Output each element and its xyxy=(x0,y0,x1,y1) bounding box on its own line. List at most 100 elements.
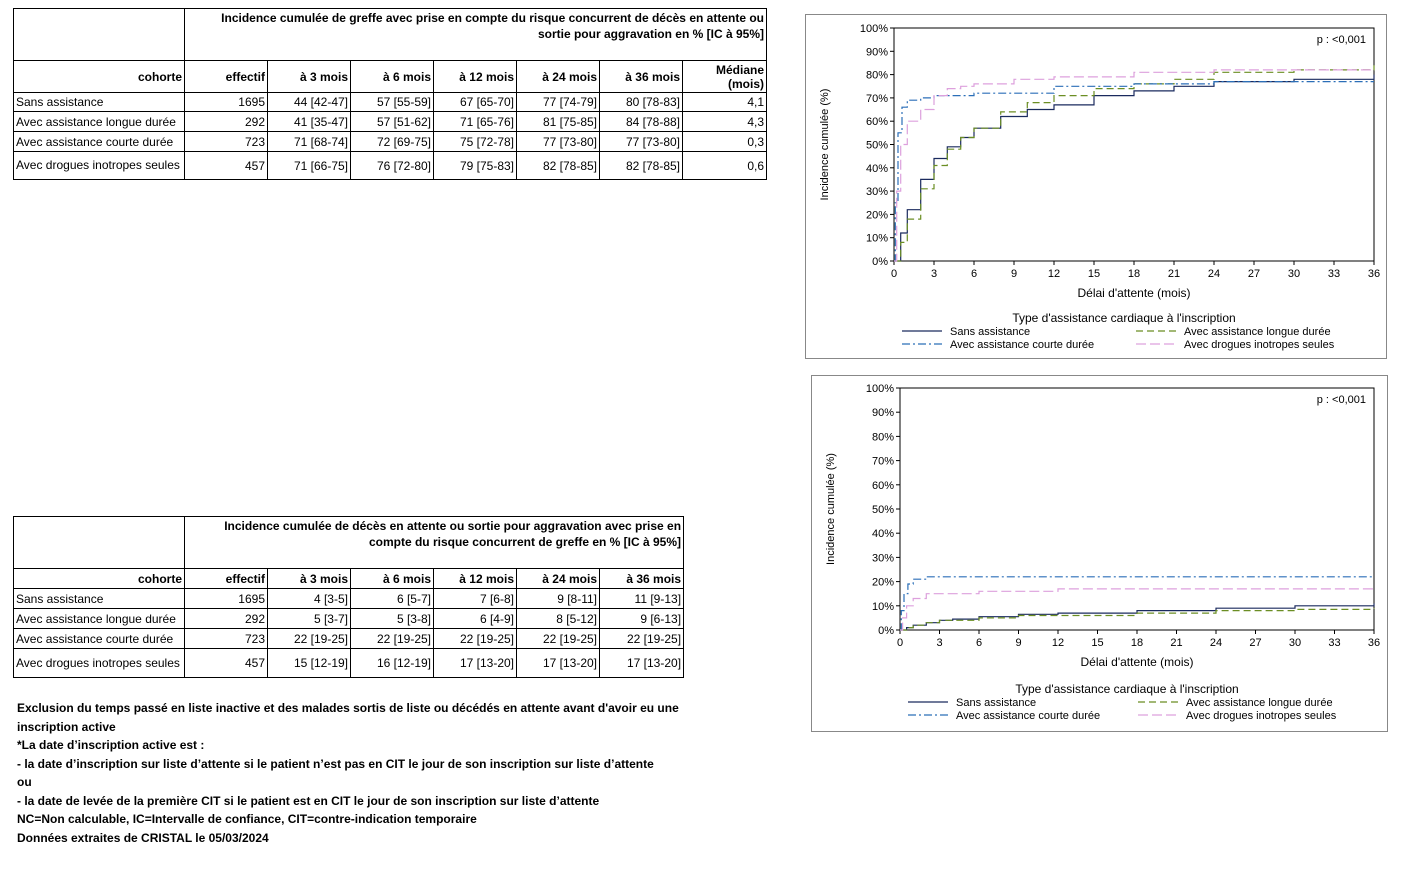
footnote-line: NC=Non calculable, IC=Intervalle de conf… xyxy=(17,812,477,826)
graft-incidence-table: Incidence cumulée de greffe avec prise e… xyxy=(13,8,767,180)
col-header: à 6 mois xyxy=(350,60,434,93)
row-label: Avec assistance longue durée xyxy=(13,608,185,629)
y-tick-label: 80% xyxy=(866,70,888,82)
cell: 4 [3-5] xyxy=(267,588,351,609)
cell: 457 xyxy=(184,151,268,180)
y-tick-label: 60% xyxy=(866,116,888,128)
table-corner-cell xyxy=(13,8,185,61)
col-header: Médiane (mois) xyxy=(682,60,767,93)
chart-svg: 0%10%20%30%40%50%60%70%80%90%100%0 3 6 9 12 1… xyxy=(825,383,1380,722)
cell: 41 [35-47] xyxy=(267,111,351,132)
series-line xyxy=(894,69,1374,262)
x-tick-label: 6 xyxy=(976,637,982,649)
cell: 76 [72-80] xyxy=(350,151,434,180)
y-tick-label: 90% xyxy=(872,407,894,419)
y-tick-label: 70% xyxy=(872,456,894,468)
x-tick-label: 21 xyxy=(1168,268,1180,280)
col-header: effectif xyxy=(184,568,268,589)
row-label: Avec assistance longue durée xyxy=(13,111,185,132)
cell: 17 [13-20] xyxy=(516,648,600,678)
cell: 9 [6-13] xyxy=(598,608,685,629)
series-line xyxy=(900,588,1374,631)
cell: 57 [55-59] xyxy=(350,92,434,112)
x-tick-label: 27 xyxy=(1249,637,1261,649)
y-tick-label: 100% xyxy=(866,383,894,395)
cell: 44 [42-47] xyxy=(267,92,351,112)
y-tick-label: 30% xyxy=(872,552,894,564)
cell: 4,3 xyxy=(682,111,767,132)
row-label: Avec assistance courte durée xyxy=(13,131,185,152)
cell: 6 [4-9] xyxy=(433,608,517,629)
cell: 79 [75-83] xyxy=(433,151,517,180)
cell: 11 [9-13] xyxy=(598,588,685,609)
legend-title: Type d'assistance cardiaque à l'inscript… xyxy=(1015,682,1238,696)
x-tick-label: 6 xyxy=(971,268,977,280)
y-tick-label: 90% xyxy=(866,46,888,58)
x-tick-label: 27 xyxy=(1248,268,1260,280)
cell: 16 [12-19] xyxy=(350,648,434,678)
cell: 8 [5-12] xyxy=(516,608,600,629)
cell: 77 [73-80] xyxy=(599,131,683,152)
table-row: Avec drogues inotropes seules 457 15 [12… xyxy=(13,648,685,678)
cell: 5 [3-7] xyxy=(267,608,351,629)
x-tick-label: 9 xyxy=(1015,637,1021,649)
x-tick-label: 30 xyxy=(1289,637,1301,649)
table-row: Avec assistance courte durée 723 22 [19-… xyxy=(13,628,685,649)
y-tick-label: 20% xyxy=(872,577,894,589)
cell: 1695 xyxy=(184,92,268,112)
legend-label: Avec assistance courte durée xyxy=(950,339,1094,351)
col-header: cohorte xyxy=(13,60,185,93)
y-tick-label: 60% xyxy=(872,480,894,492)
cell: 292 xyxy=(184,111,268,132)
cell: 17 [13-20] xyxy=(598,648,685,678)
x-tick-label: 9 xyxy=(1011,268,1017,280)
cell: 22 [19-25] xyxy=(267,628,351,649)
x-tick-label: 3 xyxy=(931,268,937,280)
cell: 4,1 xyxy=(682,92,767,112)
cell: 723 xyxy=(184,628,268,649)
cell: 77 [73-80] xyxy=(516,131,600,152)
cell: 57 [51-62] xyxy=(350,111,434,132)
y-axis-title: Incidence cumulée (%) xyxy=(825,453,837,565)
x-tick-label: 0 xyxy=(891,268,897,280)
graft-incidence-chart: 0% 10% 20% 30% 40% 50% 60% 70% 80% 90% 100% 0 3 6 9 12 1… xyxy=(805,14,1387,359)
cell: 15 [12-19] xyxy=(267,648,351,678)
col-header: à 6 mois xyxy=(350,568,434,589)
cell: 77 [74-79] xyxy=(516,92,600,112)
cell: 22 [19-25] xyxy=(433,628,517,649)
x-tick-label: 21 xyxy=(1170,637,1182,649)
x-tick-label: 33 xyxy=(1328,268,1340,280)
x-tick-label: 15 xyxy=(1088,268,1100,280)
y-tick-label: 0% xyxy=(878,625,894,637)
table-row: Avec assistance courte durée 723 71 [68-… xyxy=(13,131,767,152)
legend-label: Avec assistance longue durée xyxy=(1184,326,1331,338)
row-label: Sans assistance xyxy=(13,92,185,112)
series-line xyxy=(894,81,1374,262)
cell: 80 [78-83] xyxy=(599,92,683,112)
y-tick-label: 50% xyxy=(866,140,888,152)
series-line xyxy=(900,576,1374,631)
x-tick-label: 18 xyxy=(1128,268,1140,280)
col-header: à 24 mois xyxy=(516,568,600,589)
legend-title: Type d'assistance cardiaque à l'inscript… xyxy=(1012,311,1235,325)
cell: 75 [72-78] xyxy=(433,131,517,152)
chart-svg: 0%10%20%30%40%50%60%70%80%90%100%0 3 6 9 12 1… xyxy=(819,23,1380,351)
cell: 84 [78-88] xyxy=(599,111,683,132)
x-tick-label: 3 xyxy=(936,637,942,649)
table-row: Avec assistance longue durée 292 41 [35-… xyxy=(13,111,767,132)
y-tick-label: 40% xyxy=(866,163,888,175)
table-row: Sans assistance 1695 44 [42-47] 57 [55-5… xyxy=(13,92,767,112)
col-header: à 12 mois xyxy=(433,568,517,589)
cell: 71 [68-74] xyxy=(267,131,351,152)
cell: 6 [5-7] xyxy=(350,588,434,609)
row-label: Avec drogues inotropes seules xyxy=(13,151,185,180)
x-tick-label: 36 xyxy=(1368,637,1380,649)
cell: 457 xyxy=(184,648,268,678)
cell: 22 [19-25] xyxy=(516,628,600,649)
cell: 22 [19-25] xyxy=(350,628,434,649)
death-incidence-chart: 0% 10% 20% 30% 40% 50% 60% 70% 80% 90% 100% 0 3 6 9 12 1… xyxy=(811,375,1388,732)
cell: 22 [19-25] xyxy=(598,628,685,649)
cell: 723 xyxy=(184,131,268,152)
cell: 82 [78-85] xyxy=(599,151,683,180)
death-incidence-table: Incidence cumulée de décès en attente ou… xyxy=(13,516,685,678)
